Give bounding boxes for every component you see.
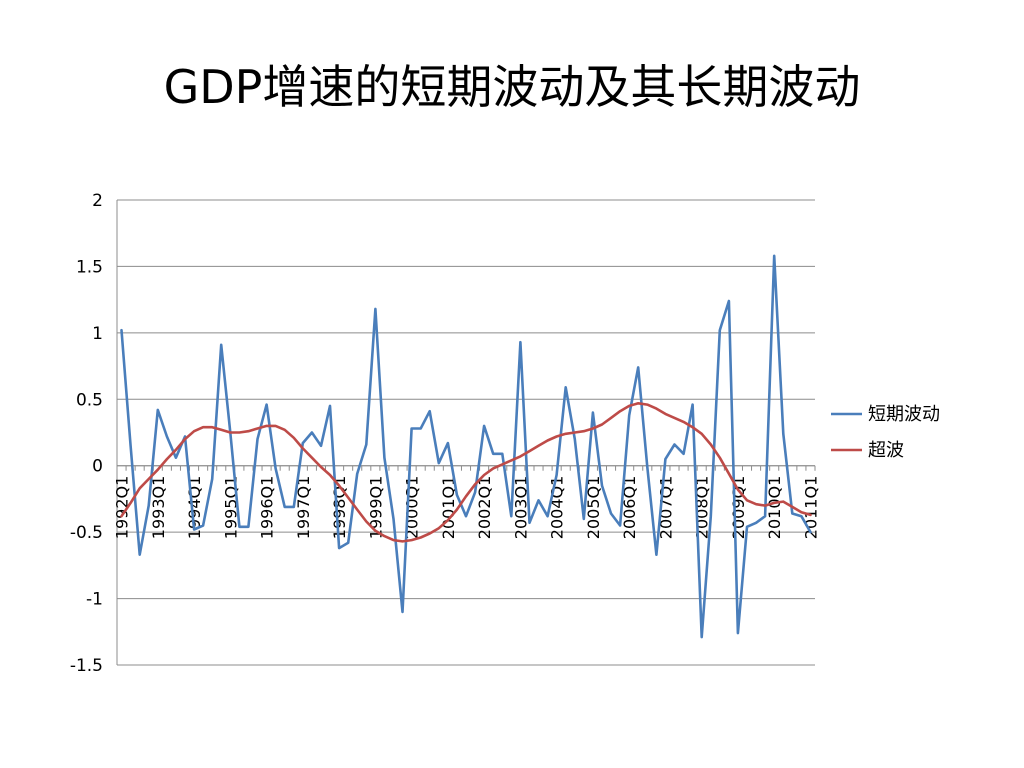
x-tick-label: 2009Q1: [729, 476, 748, 540]
x-axis-tick-labels: 1992Q1 1993Q1 1994Q1 1995Q1 1996Q1 1997Q1 1998…: [113, 476, 821, 540]
x-tick-label: 2005Q1: [584, 476, 603, 540]
y-axis-tick-labels: 2 1.5 1 0.5 0 -0.5 -1 -1.5: [70, 191, 103, 676]
axes: [116, 200, 816, 665]
x-tick-label: 1996Q1: [258, 476, 277, 540]
series-lines: [120, 254, 812, 639]
legend-label: 短期波动: [868, 404, 940, 425]
y-tick-label: -0.5: [70, 523, 103, 543]
y-tick-label: 0.5: [76, 390, 103, 410]
y-tick-label: 0: [92, 457, 103, 477]
y-tick-label: -1.5: [70, 656, 103, 676]
x-tick-label: 2002Q1: [475, 476, 494, 540]
series-line-0: [120, 254, 812, 639]
x-tick-label: 2003Q1: [511, 476, 530, 540]
y-tick-label: 1: [92, 324, 103, 344]
x-tick-label: 2010Q1: [765, 476, 784, 540]
x-tick-label: 1992Q1: [113, 476, 132, 540]
y-tick-label: -1: [86, 590, 103, 610]
x-tick-label: 1997Q1: [294, 476, 313, 540]
x-tick-label: 2011Q1: [801, 476, 820, 540]
x-tick-label: 1993Q1: [149, 476, 168, 540]
gridlines: [117, 199, 815, 666]
x-tick-label: 1999Q1: [366, 476, 385, 540]
series-line-1: [120, 401, 812, 543]
y-tick-label: 2: [92, 191, 103, 211]
page-title: GDP增速的短期波动及其长期波动: [163, 60, 861, 114]
y-tick-label: 1.5: [76, 257, 103, 277]
legend-label: 超波: [868, 440, 904, 461]
x-tick-label: 2006Q1: [620, 476, 639, 540]
